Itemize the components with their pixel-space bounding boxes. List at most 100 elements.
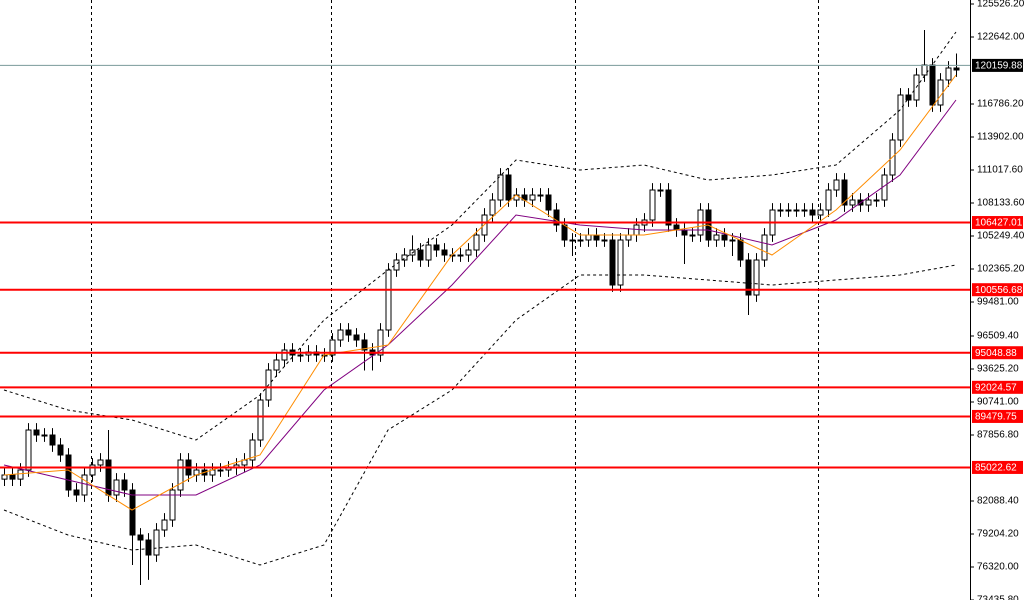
current-price-label: 120159.88 xyxy=(975,61,1023,72)
y-tick-label: 122642.00 xyxy=(977,32,1025,43)
y-tick-label: 102365.20 xyxy=(977,264,1025,275)
y-tick-label: 113902.00 xyxy=(977,132,1024,143)
y-tick-label: 111017.60 xyxy=(977,165,1023,176)
candle-body xyxy=(345,329,352,336)
moving-average xyxy=(3,74,957,511)
candle-body xyxy=(937,79,944,106)
candle-body xyxy=(329,339,336,356)
candle-body xyxy=(841,179,848,206)
candle-body xyxy=(897,94,904,141)
candle-body xyxy=(361,339,368,351)
candle-body xyxy=(601,239,608,242)
candle-body xyxy=(41,434,48,437)
candle-body xyxy=(577,239,584,242)
candle-body xyxy=(441,249,448,256)
candle-body xyxy=(353,334,360,341)
candle-body xyxy=(929,64,936,106)
candle-body xyxy=(617,239,624,286)
candle-body xyxy=(793,209,800,212)
candle-body xyxy=(817,209,824,216)
y-tick-label: 93625.20 xyxy=(977,364,1019,375)
candle-body xyxy=(281,349,288,361)
candle-body xyxy=(137,534,144,541)
candle-body xyxy=(625,234,632,241)
level-label-box xyxy=(972,216,1023,230)
candle-body xyxy=(33,429,40,436)
candle-body xyxy=(745,259,752,296)
candle-body xyxy=(153,529,160,556)
y-tick-label: 99481.00 xyxy=(977,297,1019,308)
candle-body xyxy=(81,474,88,496)
candle-body xyxy=(729,239,736,242)
candle-body xyxy=(465,249,472,256)
candle-body xyxy=(849,199,856,206)
y-tick-label: 73435.80 xyxy=(977,595,1019,600)
candle-body xyxy=(65,454,72,491)
bollinger-band xyxy=(3,264,957,566)
candle-body xyxy=(57,444,64,456)
candle-body xyxy=(649,189,656,221)
candle-body xyxy=(569,239,576,242)
candle-body xyxy=(457,254,464,257)
candle-body xyxy=(121,479,128,491)
candle-body xyxy=(761,234,768,261)
level-label: 92024.57 xyxy=(975,382,1017,393)
candle-body xyxy=(273,359,280,371)
candle-body xyxy=(113,479,120,496)
y-tick-label: 105249.40 xyxy=(977,231,1025,242)
candle-body xyxy=(377,329,384,356)
candle-body xyxy=(953,67,960,71)
candle-body xyxy=(425,244,432,261)
candle-body xyxy=(553,209,560,226)
candle-body xyxy=(905,94,912,101)
level-label-box xyxy=(972,460,1023,474)
y-tick-label: 125526.20 xyxy=(977,0,1025,10)
candle-body xyxy=(393,259,400,271)
candle-body xyxy=(945,67,952,81)
candle-body xyxy=(753,259,760,296)
candle-body xyxy=(825,189,832,211)
candle-body xyxy=(385,269,392,331)
candle-body xyxy=(865,199,872,206)
level-label: 89479.75 xyxy=(975,412,1017,423)
candle-body xyxy=(561,224,568,241)
y-tick-label: 82088.40 xyxy=(977,496,1019,507)
y-tick-label: 116786.20 xyxy=(977,99,1024,110)
candle-body xyxy=(249,439,256,461)
candle-body xyxy=(585,234,592,241)
level-label-box xyxy=(972,409,1023,423)
candle-body xyxy=(89,464,96,476)
candle-body xyxy=(737,239,744,261)
y-tick-label: 87856.80 xyxy=(977,430,1019,441)
y-tick-label: 76320.00 xyxy=(977,562,1019,573)
level-label: 95048.88 xyxy=(975,348,1017,359)
candle-body xyxy=(777,209,784,212)
candle-body xyxy=(337,329,344,341)
candle-body xyxy=(97,459,104,466)
level-label: 106427.01 xyxy=(975,218,1023,229)
level-label: 85022.62 xyxy=(975,463,1017,474)
candle-body xyxy=(665,189,672,226)
candle-body xyxy=(161,519,168,531)
candle-body xyxy=(297,354,304,357)
candle-body xyxy=(217,469,224,472)
y-tick-label: 90741.00 xyxy=(977,397,1019,408)
candle-body xyxy=(921,64,928,76)
candle-body xyxy=(17,469,24,480)
candle-body xyxy=(713,234,720,241)
candle-body xyxy=(73,489,80,496)
candle-body xyxy=(129,489,136,536)
candle-body xyxy=(721,234,728,241)
candle-body xyxy=(873,199,880,202)
candle-body xyxy=(25,429,32,471)
candle-body xyxy=(177,459,184,491)
y-tick-label: 108133.60 xyxy=(977,198,1025,209)
y-tick-label: 79204.20 xyxy=(977,529,1019,540)
candle-body xyxy=(833,179,840,191)
candle-body xyxy=(609,239,616,286)
level-label-box xyxy=(972,346,1023,360)
candle-body xyxy=(809,209,816,216)
